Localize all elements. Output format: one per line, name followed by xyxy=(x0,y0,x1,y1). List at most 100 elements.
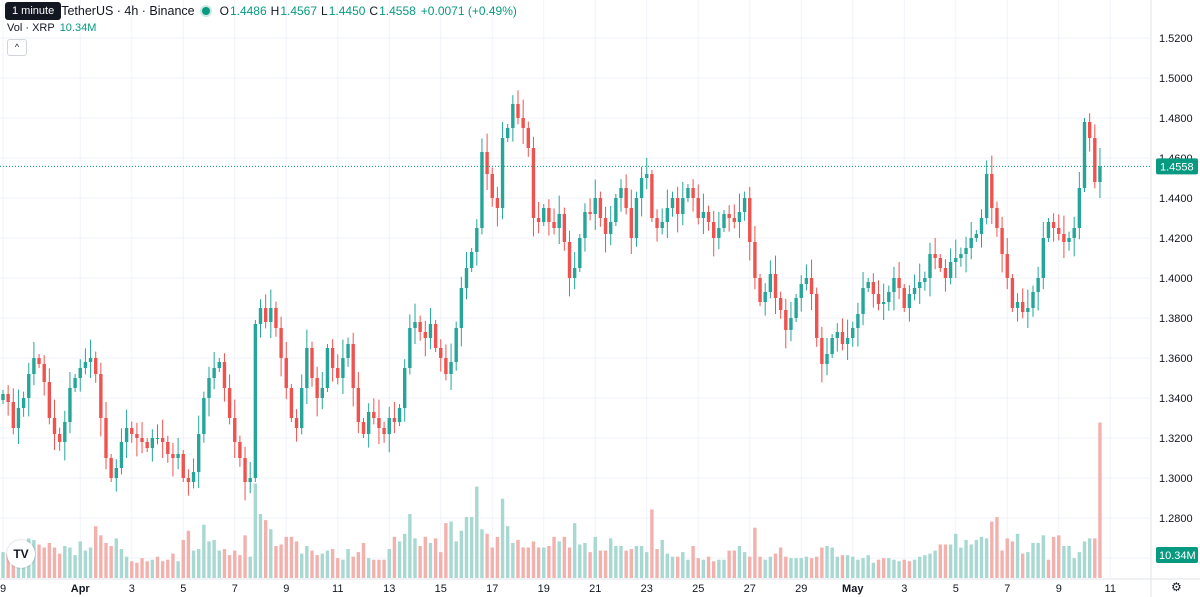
volume-bar xyxy=(835,556,839,578)
candle-body xyxy=(57,434,62,442)
chevron-up-icon[interactable]: ^ xyxy=(7,39,27,56)
candle-body xyxy=(1046,222,1051,238)
candle-body xyxy=(691,188,695,198)
candle-body xyxy=(830,338,834,354)
candle-body xyxy=(717,228,721,238)
volume-bar xyxy=(717,559,721,578)
volume-bar xyxy=(969,544,973,578)
candle-body xyxy=(397,408,402,422)
x-tick-label: 7 xyxy=(1004,583,1010,595)
candle-body xyxy=(531,148,536,218)
x-tick-label: May xyxy=(842,583,864,595)
volume-bar xyxy=(1021,553,1025,578)
candle-body xyxy=(557,214,561,228)
chart-legend-header: 1 minute TetherUS · 4h · Binance O1.4486… xyxy=(0,0,517,22)
candle-body xyxy=(233,418,237,442)
candle-body xyxy=(63,422,67,442)
interval-tooltip: 1 minute xyxy=(5,2,62,20)
volume-bar xyxy=(660,539,664,578)
candle-body xyxy=(320,388,324,398)
candle-body xyxy=(469,252,474,268)
volume-bar xyxy=(253,483,258,578)
candle-body xyxy=(845,338,850,344)
candle-body xyxy=(742,198,747,212)
volume-bar xyxy=(789,558,793,578)
volume-bar xyxy=(397,541,402,578)
candle-body xyxy=(969,238,973,248)
candle-body xyxy=(42,364,46,382)
candle-body xyxy=(990,174,994,208)
volume-bar xyxy=(918,556,922,578)
volume-bar xyxy=(310,550,314,578)
volume-bar xyxy=(444,523,448,578)
volume-bar xyxy=(1031,542,1035,578)
volume-bar xyxy=(243,535,247,578)
candle-body xyxy=(428,324,433,338)
y-tick-label: 1.4000 xyxy=(1159,273,1193,285)
volume-bar xyxy=(737,546,742,578)
x-tick-label: 9 xyxy=(1056,583,1062,595)
candle-body xyxy=(366,412,371,434)
candle-body xyxy=(1057,228,1061,234)
candle-body xyxy=(634,198,639,238)
candle-body xyxy=(995,208,999,228)
symbol-title[interactable]: TetherUS · 4h · Binance xyxy=(61,4,195,18)
candle-body xyxy=(377,418,381,428)
candle-body xyxy=(1098,166,1102,182)
x-tick-label: 21 xyxy=(589,583,601,595)
candle-body xyxy=(923,278,927,282)
candle-body xyxy=(1005,254,1009,278)
volume-bar xyxy=(490,547,494,578)
volume-bar xyxy=(567,547,572,578)
volume-bar xyxy=(516,539,520,578)
candle-body xyxy=(99,374,103,418)
volume-bar xyxy=(202,524,206,578)
volume-bar xyxy=(809,558,814,578)
candle-body xyxy=(83,362,88,368)
candle-body xyxy=(526,128,530,148)
volume-bar xyxy=(387,549,391,578)
candle-body xyxy=(763,292,767,302)
candle-body xyxy=(330,348,335,368)
candle-body xyxy=(1031,292,1035,308)
volume-bar xyxy=(212,539,216,578)
volume-bar xyxy=(300,553,304,578)
volume-bar xyxy=(325,550,330,578)
candle-body xyxy=(495,198,500,208)
candle-body xyxy=(876,294,881,304)
volume-bar xyxy=(433,538,438,578)
gear-icon[interactable]: ⚙ xyxy=(1171,580,1182,594)
candle-body xyxy=(439,348,443,358)
volume-bar xyxy=(454,541,458,578)
market-status-icon[interactable] xyxy=(201,7,210,15)
volume-bar xyxy=(629,549,633,578)
candle-body xyxy=(243,458,247,482)
volume-bar xyxy=(655,549,659,578)
candle-body xyxy=(918,282,922,288)
volume-bar xyxy=(598,550,603,578)
candle-body xyxy=(459,288,464,328)
candle-body xyxy=(248,478,252,482)
y-tick-label: 1.3800 xyxy=(1159,313,1193,325)
volume-bar xyxy=(57,553,62,578)
candle-body xyxy=(269,308,273,322)
volume-bar xyxy=(938,544,942,578)
candle-body xyxy=(104,418,108,458)
volume-bar xyxy=(1026,552,1030,578)
volume-bar xyxy=(650,509,654,578)
volume-bar xyxy=(227,555,232,578)
candle-body xyxy=(485,152,489,174)
candle-body xyxy=(567,242,572,278)
volume-bar xyxy=(588,552,592,578)
volume-bar xyxy=(799,558,803,578)
tradingview-logo-icon[interactable]: TV xyxy=(7,540,35,568)
x-tick-label: 5 xyxy=(953,583,959,595)
candle-body xyxy=(686,188,690,198)
volume-bar xyxy=(181,539,185,578)
x-tick-label: 17 xyxy=(486,583,498,595)
candle-body xyxy=(372,412,376,418)
volume-bar xyxy=(907,561,912,578)
x-tick-label: 19 xyxy=(538,583,550,595)
